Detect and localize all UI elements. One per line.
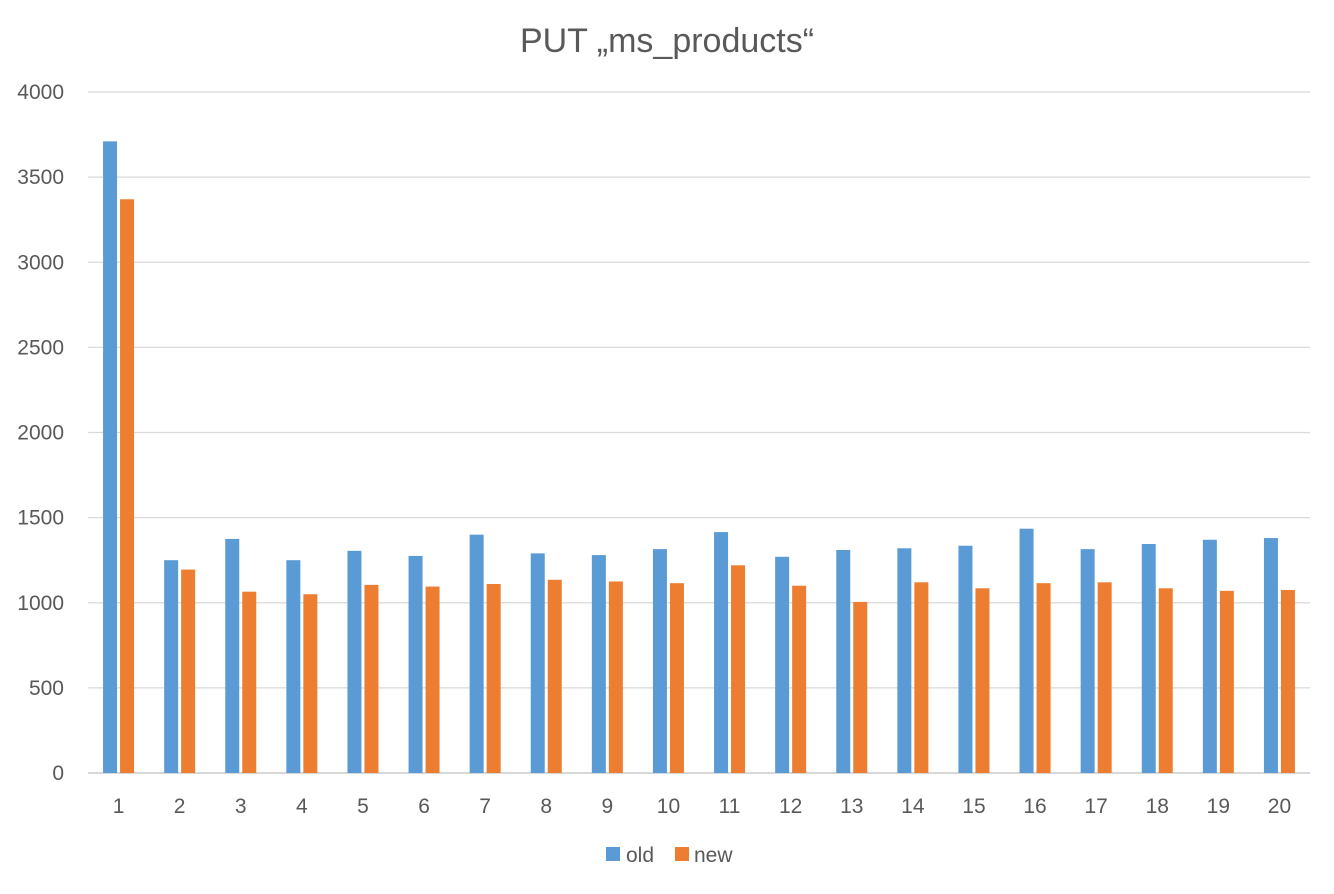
y-tick-label: 2500 (17, 336, 64, 359)
bar-new-8 (547, 579, 562, 773)
bar-old-15 (958, 545, 973, 773)
bar-old-14 (897, 548, 912, 773)
bar-new-10 (669, 583, 684, 773)
bar-new-16 (1036, 583, 1051, 773)
y-tick-label: 500 (29, 677, 64, 700)
bar-old-5 (347, 550, 362, 773)
bar-new-12 (792, 585, 807, 773)
bar-new-17 (1097, 582, 1112, 773)
bar-old-16 (1019, 528, 1034, 773)
x-tick-label: 7 (479, 795, 491, 818)
bar-new-5 (364, 584, 379, 773)
bar-old-12 (775, 556, 790, 773)
legend: old new (606, 844, 733, 867)
bar-old-7 (469, 534, 484, 773)
x-tick-label: 11 (719, 795, 741, 818)
bar-old-1 (103, 141, 118, 773)
x-tick-label: 15 (962, 795, 985, 818)
y-tick-label: 0 (52, 762, 64, 785)
y-axis-ticks: 0 500 1000 1500 2000 2500 3000 3500 4000 (17, 81, 64, 785)
x-tick-label: 8 (540, 795, 552, 818)
legend-label-new: new (694, 844, 733, 867)
bar-new-11 (731, 565, 746, 773)
x-tick-label: 16 (1023, 795, 1046, 818)
legend-swatch-old (606, 847, 620, 861)
bar-new-19 (1219, 590, 1234, 773)
bar-new-6 (425, 586, 440, 773)
bar-new-7 (486, 584, 501, 773)
x-tick-label: 10 (657, 795, 680, 818)
bar-old-6 (408, 555, 423, 773)
y-tick-label: 1000 (17, 592, 64, 615)
x-axis-ticks: 1 2 3 4 5 6 7 8 9 10 11 12 13 14 15 16 17 18 19 20 (113, 795, 1291, 818)
legend-label-old: old (626, 844, 654, 867)
bar-old-18 (1141, 544, 1156, 773)
y-tick-label: 2000 (17, 422, 64, 445)
bar-new-14 (914, 582, 929, 773)
x-tick-label: 4 (296, 795, 308, 818)
bar-new-20 (1280, 589, 1295, 773)
bar-old-4 (286, 560, 301, 773)
bar-old-2 (164, 560, 179, 773)
x-tick-label: 2 (174, 795, 186, 818)
bar-old-10 (652, 549, 667, 773)
bar-old-17 (1080, 549, 1095, 773)
gridlines (88, 91, 1310, 774)
x-tick-label: 13 (840, 795, 863, 818)
bar-new-13 (853, 601, 868, 773)
x-tick-label: 14 (901, 795, 925, 818)
bar-new-3 (242, 591, 257, 773)
bar-new-9 (608, 581, 623, 773)
bar-new-15 (975, 588, 990, 773)
legend-swatch-new (675, 847, 689, 861)
x-tick-label: 5 (357, 795, 369, 818)
chart-title: PUT „ms_products“ (520, 22, 814, 60)
bar-old-3 (225, 538, 240, 773)
x-tick-label: 12 (779, 795, 802, 818)
y-tick-label: 3500 (17, 166, 64, 189)
x-tick-label: 17 (1084, 795, 1107, 818)
bar-old-11 (714, 532, 729, 773)
x-tick-label: 6 (418, 795, 430, 818)
bar-new-2 (181, 569, 196, 773)
x-tick-label: 1 (113, 795, 125, 818)
bars (103, 141, 1295, 773)
x-tick-label: 18 (1146, 795, 1169, 818)
bar-new-18 (1158, 588, 1173, 773)
bar-old-9 (591, 555, 606, 773)
bar-new-1 (120, 199, 135, 773)
y-tick-label: 1500 (17, 507, 64, 530)
y-tick-label: 3000 (17, 251, 64, 274)
bar-new-4 (303, 594, 318, 773)
bar-old-8 (530, 553, 545, 773)
x-tick-label: 9 (602, 795, 614, 818)
x-tick-label: 19 (1207, 795, 1230, 818)
bar-old-20 (1263, 538, 1278, 773)
y-tick-label: 4000 (17, 81, 64, 104)
bar-old-13 (836, 549, 851, 773)
x-tick-label: 3 (235, 795, 247, 818)
bar-old-19 (1202, 539, 1217, 773)
x-tick-label: 20 (1268, 795, 1291, 818)
